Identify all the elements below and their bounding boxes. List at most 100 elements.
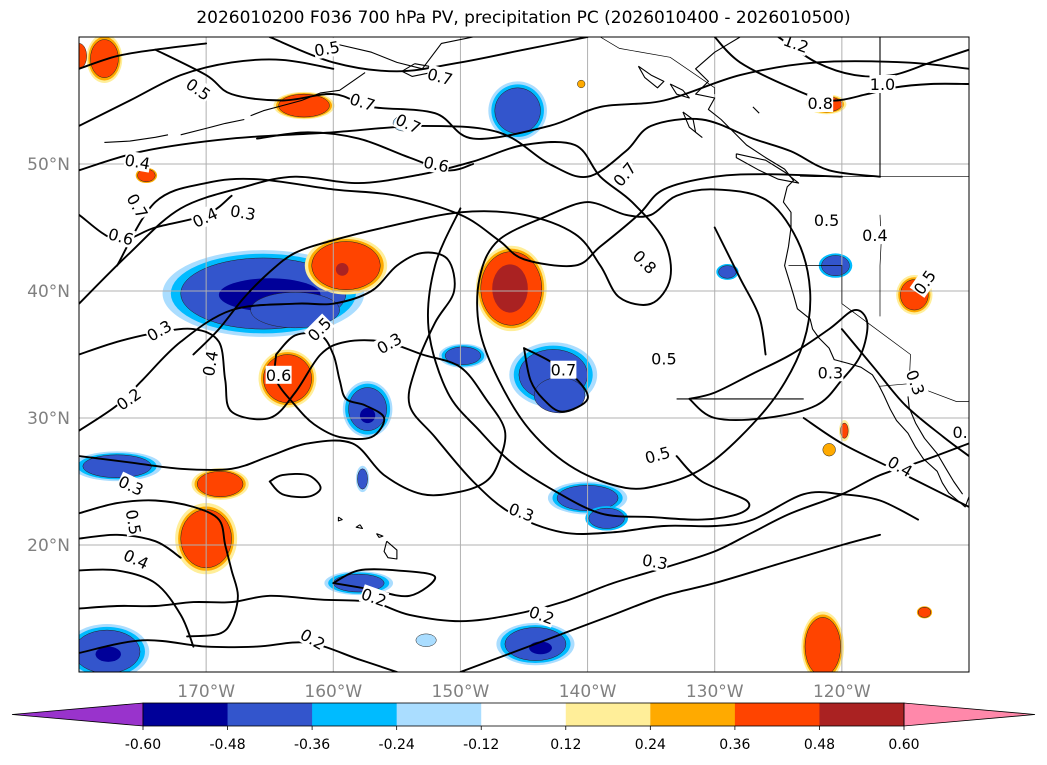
coastline xyxy=(376,533,384,538)
contour-label-bg xyxy=(143,316,175,345)
contour-label-text: 0.4 xyxy=(123,150,151,173)
contour-label-bg xyxy=(123,150,152,173)
contour-label-bg xyxy=(609,158,640,190)
contour-label-bg xyxy=(358,584,390,611)
precip-core xyxy=(492,264,528,313)
contour-label-bg xyxy=(650,349,677,368)
contour-label: 0.5 xyxy=(312,37,342,60)
contour-label-bg xyxy=(421,152,451,176)
contour-label-text: 0.3 xyxy=(229,201,257,224)
contour-label-text: 0.8 xyxy=(807,94,832,113)
colorbar-tick-label: 0.36 xyxy=(719,737,750,753)
colorbar-segment xyxy=(143,703,229,726)
pv-contour-line xyxy=(116,173,843,268)
colorbar-segment xyxy=(312,703,398,726)
longitude-label: 140°W xyxy=(559,682,617,702)
coastline xyxy=(637,65,665,89)
pv-contour-line xyxy=(79,499,239,638)
precip-fill xyxy=(494,87,541,134)
contour-label-text: 0.6 xyxy=(422,153,451,177)
contour-label-bg xyxy=(120,545,152,573)
precip-area xyxy=(438,343,488,368)
colorbar-tick-label: -0.24 xyxy=(379,737,415,753)
contour-label-bg xyxy=(106,224,136,249)
map-frame xyxy=(78,36,970,673)
contour-label-bg xyxy=(265,365,292,384)
contour-label-bg xyxy=(312,37,342,60)
precip-area xyxy=(577,79,586,89)
pv-contour-line xyxy=(79,251,920,535)
map-area: 0.50.5 0.71.21.00.80.70.70.4 0.6 0.70.7 0.4 0… xyxy=(78,36,977,673)
pv-contour-line xyxy=(79,194,233,242)
precip-area xyxy=(488,81,547,140)
precip-fill xyxy=(196,471,244,497)
precip-area xyxy=(79,451,162,482)
coastline xyxy=(337,516,343,522)
colorbar: -0.60 -0.48 -0.36 -0.24 -0.12 0.12 0.24 0.36 0.4… xyxy=(11,702,1036,753)
coastline xyxy=(669,83,690,99)
precip-core xyxy=(95,646,121,662)
pv-contour-line xyxy=(79,42,208,70)
contour-label-text: 0.5 xyxy=(651,349,676,368)
precip-core xyxy=(529,641,552,655)
coastline xyxy=(355,524,364,530)
contour-label: 0.4 xyxy=(123,150,152,174)
pv-contour-line xyxy=(713,226,767,356)
contour-label-text: 0.3 xyxy=(641,550,669,573)
colorbar-frame xyxy=(142,702,905,727)
contour-label: 0.5 xyxy=(122,507,145,537)
political-border xyxy=(788,265,911,384)
pv-contour-line xyxy=(476,188,812,490)
precip-fill xyxy=(822,443,836,457)
pv-contour-line xyxy=(79,442,969,623)
contour-label-bg xyxy=(550,360,577,379)
colorbar-segment xyxy=(819,703,905,726)
precip-area xyxy=(475,245,547,332)
colorbar-tick-label: 0.48 xyxy=(804,737,835,753)
pv-contour-line xyxy=(688,309,869,421)
contour-label: 0.8 xyxy=(807,94,834,113)
contour-label-bg xyxy=(869,75,896,93)
pv-contour-line xyxy=(79,568,195,648)
contour-label-bg xyxy=(373,328,405,358)
contour-label-bg xyxy=(902,367,929,398)
pv-contour-line xyxy=(79,327,507,497)
contour-label: 0.3 xyxy=(817,363,844,382)
contour-label-text: 0.4 xyxy=(862,226,887,245)
contour-label-bg xyxy=(642,442,673,467)
pv-contour-line xyxy=(154,48,969,140)
precip-area xyxy=(135,167,158,184)
contour-label-bg xyxy=(198,349,222,378)
contour-label: 0.3 xyxy=(952,423,977,442)
colorbar-segment xyxy=(227,703,313,726)
pv-contour-line xyxy=(79,117,881,179)
colorbar-tick-label: 0.24 xyxy=(635,737,666,753)
contour-label-bg xyxy=(817,363,844,382)
colorbar-extend-low xyxy=(11,702,144,727)
contour-label-bg xyxy=(123,190,152,222)
precip-fill xyxy=(804,617,841,672)
contour-label-bg xyxy=(952,423,969,441)
latitude-labels: 50°N 40°N 30°N 20°N xyxy=(27,155,70,556)
longitude-label: 120°W xyxy=(813,682,871,702)
precip-area xyxy=(86,37,123,83)
contour-label: 0.5 xyxy=(650,349,677,368)
pv-contour-line xyxy=(79,140,672,356)
political-border xyxy=(600,37,716,95)
precip-area xyxy=(716,264,739,280)
precip-fill xyxy=(444,346,482,365)
pv-contour-line xyxy=(840,328,969,458)
latitude-label: 30°N xyxy=(27,409,70,429)
precip-area xyxy=(415,633,437,647)
contour-label-bg xyxy=(813,210,840,229)
pv-contour-line xyxy=(427,207,751,521)
contour-label-text: 0.3 xyxy=(952,423,977,442)
contour-label-bg xyxy=(629,246,661,278)
contour-label-text: 0.3 xyxy=(818,363,843,382)
precip-area xyxy=(916,606,933,619)
contour-label-text: 0.5 xyxy=(122,508,145,536)
contour-label-bg xyxy=(303,313,335,345)
precip-fill xyxy=(90,39,119,78)
contour-label-bg xyxy=(909,266,940,298)
